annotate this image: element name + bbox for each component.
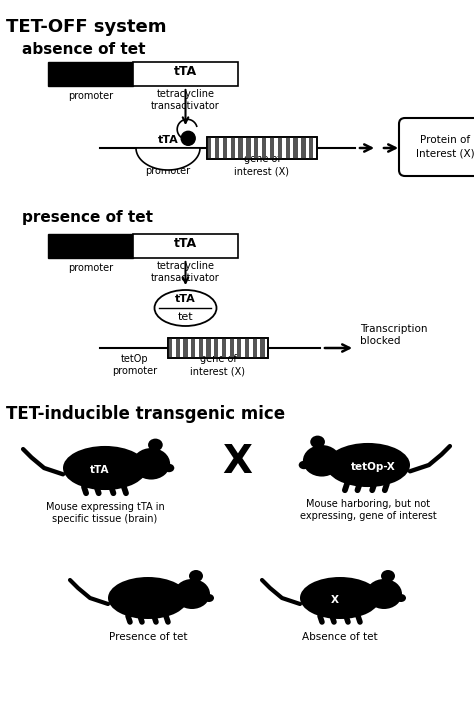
Bar bbox=[215, 137, 219, 159]
Bar bbox=[183, 338, 188, 358]
Bar bbox=[48, 62, 133, 86]
Bar bbox=[199, 338, 203, 358]
Bar bbox=[214, 338, 219, 358]
Bar bbox=[207, 137, 317, 159]
Ellipse shape bbox=[63, 446, 147, 490]
Bar bbox=[253, 338, 257, 358]
Bar bbox=[176, 338, 180, 358]
Ellipse shape bbox=[396, 594, 406, 602]
Bar bbox=[207, 137, 317, 159]
Bar bbox=[278, 137, 282, 159]
Ellipse shape bbox=[132, 448, 170, 479]
Bar bbox=[223, 137, 227, 159]
Polygon shape bbox=[136, 148, 200, 170]
Bar bbox=[238, 137, 243, 159]
Text: tTA: tTA bbox=[90, 465, 109, 475]
Bar bbox=[48, 234, 133, 258]
Text: tTA: tTA bbox=[158, 135, 178, 145]
Bar bbox=[301, 137, 306, 159]
Ellipse shape bbox=[204, 594, 214, 602]
Text: gene of
interest (X): gene of interest (X) bbox=[191, 354, 246, 376]
Ellipse shape bbox=[300, 577, 380, 619]
Text: Transcription
blocked: Transcription blocked bbox=[360, 324, 428, 346]
Text: absence of tet: absence of tet bbox=[22, 42, 146, 57]
Text: tTA: tTA bbox=[174, 237, 197, 250]
Text: tetOp-X: tetOp-X bbox=[351, 462, 396, 472]
Bar bbox=[254, 137, 258, 159]
Ellipse shape bbox=[155, 290, 217, 326]
Text: tetracycline
transactivator: tetracycline transactivator bbox=[151, 89, 220, 112]
Bar bbox=[309, 137, 313, 159]
Bar bbox=[207, 137, 211, 159]
Text: tet: tet bbox=[178, 312, 193, 322]
FancyBboxPatch shape bbox=[399, 118, 474, 176]
Ellipse shape bbox=[164, 464, 174, 472]
Bar bbox=[245, 338, 249, 358]
Ellipse shape bbox=[326, 443, 410, 487]
Bar bbox=[285, 137, 290, 159]
Bar bbox=[229, 338, 234, 358]
Ellipse shape bbox=[148, 439, 163, 451]
Text: presence of tet: presence of tet bbox=[22, 210, 153, 225]
Text: tet-op
promoter: tet-op promoter bbox=[146, 154, 191, 176]
Bar bbox=[237, 338, 241, 358]
Ellipse shape bbox=[189, 570, 203, 582]
Bar bbox=[246, 137, 251, 159]
Bar bbox=[260, 338, 264, 358]
Text: promoter: promoter bbox=[68, 91, 113, 101]
Text: tTA: tTA bbox=[175, 294, 196, 304]
Text: tetOp
promoter: tetOp promoter bbox=[112, 354, 157, 376]
Text: TET-OFF system: TET-OFF system bbox=[6, 18, 166, 36]
Text: X: X bbox=[331, 595, 339, 605]
Bar bbox=[168, 338, 268, 358]
Text: Presence of tet: Presence of tet bbox=[109, 632, 187, 642]
Ellipse shape bbox=[381, 570, 395, 582]
Bar bbox=[207, 338, 210, 358]
Text: tTA: tTA bbox=[174, 65, 197, 78]
Bar bbox=[168, 338, 172, 358]
Text: Mouse harboring, but not
expressing, gene of interest: Mouse harboring, but not expressing, gen… bbox=[300, 499, 437, 522]
Bar bbox=[133, 62, 238, 86]
Ellipse shape bbox=[299, 461, 309, 469]
Bar bbox=[270, 137, 274, 159]
Text: Mouse expressing tTA in
specific tissue (brain): Mouse expressing tTA in specific tissue … bbox=[46, 502, 164, 524]
Bar bbox=[222, 338, 226, 358]
Bar bbox=[293, 137, 298, 159]
Ellipse shape bbox=[108, 577, 188, 619]
Text: tetracycline
transactivator: tetracycline transactivator bbox=[151, 261, 220, 284]
Bar bbox=[191, 338, 195, 358]
Text: promoter: promoter bbox=[68, 263, 113, 273]
Bar bbox=[168, 338, 268, 358]
Text: gene of
interest (X): gene of interest (X) bbox=[235, 154, 290, 176]
Bar bbox=[262, 137, 266, 159]
Text: X: X bbox=[222, 443, 252, 481]
Ellipse shape bbox=[366, 579, 402, 609]
Ellipse shape bbox=[174, 579, 210, 609]
Ellipse shape bbox=[310, 436, 325, 448]
Circle shape bbox=[181, 131, 195, 145]
Text: TET-inducible transgenic mice: TET-inducible transgenic mice bbox=[6, 405, 285, 423]
Ellipse shape bbox=[303, 445, 341, 477]
Bar bbox=[133, 234, 238, 258]
Text: Absence of tet: Absence of tet bbox=[302, 632, 378, 642]
Text: Protein of
Interest (X): Protein of Interest (X) bbox=[416, 135, 474, 159]
Bar bbox=[230, 137, 235, 159]
